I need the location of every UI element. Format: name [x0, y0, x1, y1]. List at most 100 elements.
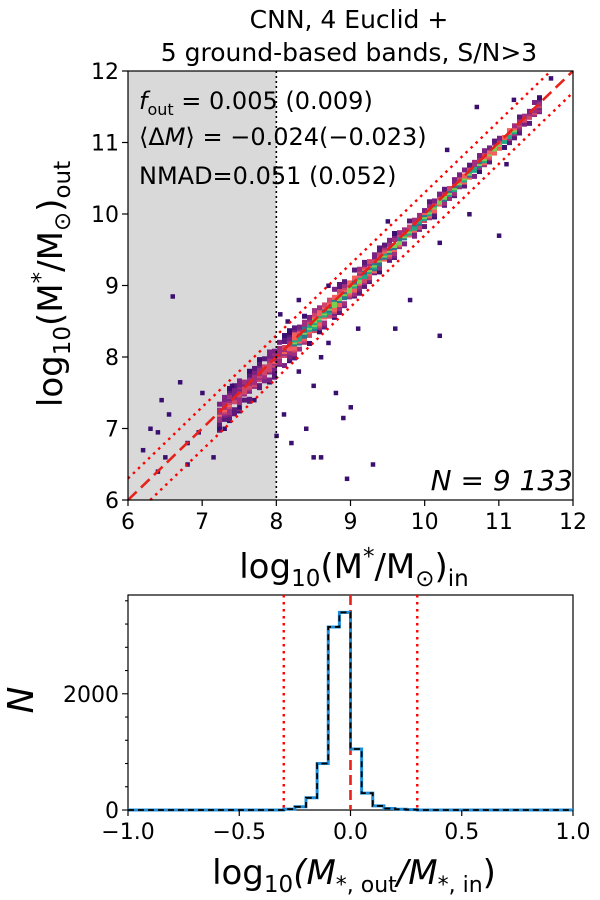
outlier-point: [166, 412, 172, 417]
density-cell: [217, 401, 222, 407]
density-cell: [407, 224, 412, 230]
density-cell: [242, 379, 247, 385]
density-cell: [362, 283, 367, 289]
density-cell: [437, 199, 442, 205]
density-cell: [297, 346, 302, 352]
bottom-axis-ticks: −1.0 −0.5 0.0 0.5 1.0 0 2000: [63, 600, 591, 845]
fout-stat: fout = 0.005 (0.009): [139, 87, 373, 119]
hist-x-tick-label: 0.5: [444, 820, 479, 845]
outlier-point: [281, 412, 287, 417]
x-tick-label: 10: [411, 510, 439, 535]
outlier-point: [333, 390, 339, 396]
density-cell: [262, 378, 267, 384]
outlier-point: [274, 433, 279, 439]
nmad-stat: NMAD=0.051 (0.052): [139, 162, 396, 190]
outlier-point: [548, 76, 554, 81]
x-tick-label: 7: [195, 510, 209, 535]
outlier-point: [148, 426, 153, 431]
density-cell: [257, 357, 262, 363]
scatter-plot-area: 6 7 8 9 10 11 12 6 7 8 9 10 11 12: [91, 60, 587, 535]
density-cell: [397, 230, 402, 236]
outlier-point: [326, 283, 331, 288]
outlier-point: [437, 333, 442, 339]
density-cell: [437, 191, 442, 197]
density-cell: [302, 313, 307, 319]
outlier-point: [407, 297, 413, 303]
density-cell: [417, 212, 422, 218]
density-cell: [292, 331, 297, 337]
n-count-label: N = 9 133: [431, 464, 573, 497]
density-cell: [532, 100, 537, 106]
density-cell: [227, 394, 232, 400]
outlier-point: [504, 161, 509, 167]
density-cell: [282, 337, 287, 343]
density-cell: [262, 356, 267, 362]
density-cell: [282, 363, 287, 369]
outlier-point: [278, 312, 283, 317]
density-cell: [337, 306, 342, 312]
outlier-point: [177, 380, 183, 385]
density-cell: [312, 312, 317, 318]
outlier-point: [370, 462, 376, 467]
mean-dm-value: −0.024(−0.023): [230, 123, 426, 151]
density-cell: [217, 421, 222, 427]
density-cell: [337, 296, 342, 302]
density-cell: [532, 108, 537, 114]
density-cell: [447, 195, 452, 201]
density-cell: [472, 159, 477, 165]
density-cell: [342, 283, 347, 289]
outlier-point: [341, 415, 346, 421]
density-cell: [427, 199, 432, 205]
outlier-point: [163, 455, 168, 460]
density-cell: [492, 138, 497, 144]
density-cell: [487, 145, 492, 151]
density-cell: [232, 407, 237, 413]
density-cell: [372, 252, 377, 258]
density-cell: [257, 383, 262, 389]
outlier-point: [326, 340, 331, 346]
outlier-point: [140, 447, 146, 453]
density-cell: [307, 314, 312, 320]
y-tick-label: 10: [91, 203, 119, 228]
outlier-point: [393, 326, 398, 331]
outlier-point: [285, 319, 290, 324]
density-cell: [377, 265, 382, 271]
density-cell: [507, 140, 512, 146]
density-cell: [237, 382, 242, 388]
density-cell: [522, 121, 527, 127]
bottom-x-axis-label: log10(M*, out/M*, in): [212, 853, 496, 898]
density-cell: [337, 282, 342, 288]
density-cell: [312, 308, 317, 314]
density-cell: [442, 186, 447, 192]
density-cell: [537, 95, 542, 101]
density-cell: [317, 329, 322, 335]
y-tick-label: 9: [105, 275, 119, 300]
density-cell: [347, 280, 352, 286]
outlier-point: [222, 426, 227, 431]
density-cell: [277, 339, 282, 345]
outlier-point: [467, 212, 472, 217]
outlier-point: [344, 476, 350, 482]
density-cell: [352, 267, 357, 273]
density-cell: [242, 397, 247, 403]
outlier-point: [159, 397, 164, 403]
y-tick-label: 12: [91, 60, 119, 85]
density-cell: [277, 351, 282, 357]
density-cell: [477, 153, 482, 159]
outlier-point: [252, 397, 257, 403]
density-cell: [337, 288, 342, 294]
density-cell: [392, 242, 397, 248]
density-cell: [352, 275, 357, 281]
density-cell: [247, 396, 252, 402]
density-cell: [442, 194, 447, 200]
density-cell: [267, 377, 272, 383]
density-cell: [442, 200, 447, 206]
density-cell: [252, 365, 257, 371]
histogram-plot-area: −1.0 −0.5 0.0 0.5 1.0 0 2000: [63, 594, 591, 845]
density-cell: [322, 302, 327, 308]
density-cell: [272, 348, 277, 354]
density-cell: [222, 416, 227, 422]
outlier-point: [170, 294, 175, 299]
density-cell: [462, 183, 467, 189]
